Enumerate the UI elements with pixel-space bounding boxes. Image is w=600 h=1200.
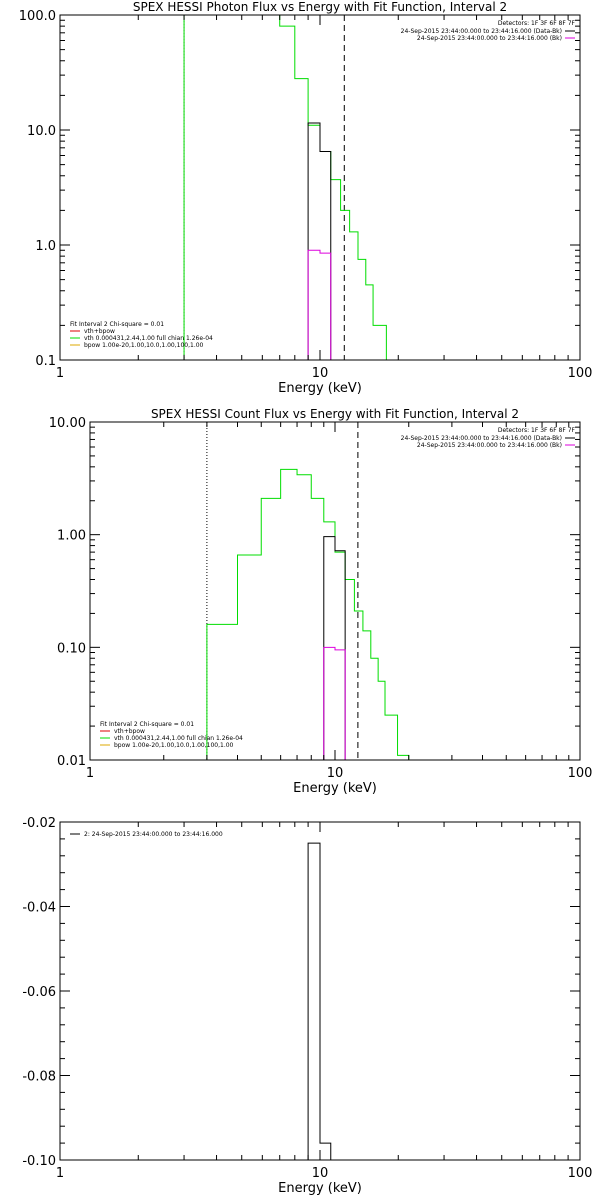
chart-count-legend-right-text-0: 24-Sep-2015 23:44:00.000 to 23:44:16.000…: [401, 435, 562, 442]
chart-count-data: [206, 422, 410, 760]
chart-count-frame: [89, 421, 581, 761]
chart-photon-xlabel: Energy (keV): [278, 381, 362, 396]
chart-count-xtick-label-0: 1: [86, 766, 94, 781]
chart-count-xlabel: Energy (keV): [293, 781, 377, 796]
chart-photon-data: [183, 15, 387, 360]
chart-count-series-total: [323, 536, 346, 760]
chart-photon-legend-right-text-1: 24-Sep-2015 23:44:00.000 to 23:44:16.000…: [417, 35, 562, 42]
chart-count-legend-right-text-1: 24-Sep-2015 23:44:00.000 to 23:44:16.000…: [417, 442, 562, 449]
chart-count-series-vth: [206, 468, 410, 760]
chart-residual-xtick-label-0: 1: [56, 1166, 64, 1181]
chart-count: SPEX HESSI Count Flux vs Energy with Fit…: [49, 407, 593, 796]
chart-photon-xtick-label-0: 1: [56, 366, 64, 381]
chart-residual-ytick-label-4: -0.10: [22, 1154, 56, 1169]
chart-photon-ytick-label-2: 10.0: [27, 124, 56, 139]
chart-count-legend-left-text-2: bpow 1.00e-20,1.00,10.0,1.00,100,1.00: [114, 742, 234, 749]
chart-photon: SPEX HESSI Photon Flux vs Energy with Fi…: [19, 0, 593, 396]
chart-residual-xlabel: Energy (keV): [278, 1181, 362, 1196]
chart-photon-ytick-label-3: 100.0: [19, 9, 56, 24]
chart-count-series-bpow: [323, 646, 346, 760]
chart-count-ytick-label-2: 1.00: [57, 529, 86, 544]
chart-photon-xtick-label-1: 10: [312, 366, 329, 381]
chart-count-legend-right-header: Detectors: 1F 3F 6F 8F 7F: [498, 427, 576, 434]
chart-photon-legend-left-text-1: vth 0.000431,2.44,1.00 full chian 1.26e-…: [84, 335, 213, 342]
chart-residual: 1 10 100 -0.02 -0.04 -0.06 -0.08 -0.10 Energy (k…: [22, 816, 592, 1196]
chart-photon-legend-left-text-2: bpow 1.00e-20,1.00,10.0,1.00,100,1.00: [84, 342, 204, 349]
chart-count-legend-left-header: Fit Interval 2 Chi-square = 0.01: [100, 721, 194, 728]
chart-count-title: SPEX HESSI Count Flux vs Energy with Fit…: [151, 407, 519, 421]
chart-photon-frame: [59, 14, 581, 361]
chart-residual-legend-top-text-0: 2: 24-Sep-2015 23:44:00.000 to 23:44:16.…: [84, 831, 223, 838]
chart-residual-ytick-label-1: -0.04: [22, 901, 56, 916]
chart-count-legend-left-text-1: vth 0.000431,2.44,1.00 full chian 1.26e-…: [114, 735, 243, 742]
chart-photon-legend-left-text-0: vth+bpow: [84, 328, 115, 335]
chart-count-ytick-label-1: 0.10: [57, 641, 86, 656]
chart-photon-legend-left-header: Fit Interval 2 Chi-square = 0.01: [70, 321, 164, 328]
chart-residual-series-residual: [307, 842, 332, 1160]
chart-photon-legend-right-text-0: 24-Sep-2015 23:44:00.000 to 23:44:16.000…: [401, 28, 562, 35]
chart-photon-ytick-label-0: 0.1: [35, 354, 56, 369]
chart-residual-xtick-label-1: 10: [312, 1166, 329, 1181]
chart-residual-ytick-label-0: -0.02: [22, 816, 56, 831]
chart-photon-legend-right-header: Detectors: 1F 3F 6F 8F 7F: [498, 20, 576, 27]
chart-count-xtick-label-1: 10: [327, 766, 344, 781]
chart-residual-xtick-label-2: 100: [568, 1166, 593, 1181]
chart-count-legend-left-text-0: vth+bpow: [114, 728, 145, 735]
chart-photon-series-vth: [183, 15, 387, 360]
chart-count-xtick-label-2: 100: [568, 766, 593, 781]
chart-photon-ytick-label-1: 1.0: [35, 239, 56, 254]
chart-count-ytick-label-3: 10.00: [49, 416, 86, 431]
chart-count-ytick-label-0: 0.01: [57, 754, 86, 769]
chart-residual-ytick-label-3: -0.08: [22, 1070, 56, 1085]
chart-residual-ytick-label-2: -0.06: [22, 985, 56, 1000]
chart-residual-data: [307, 842, 332, 1160]
chart-photon-title: SPEX HESSI Photon Flux vs Energy with Fi…: [133, 0, 507, 14]
chart-photon-series-total: [307, 122, 332, 360]
chart-photon-xtick-label-2: 100: [568, 366, 593, 381]
chart-photon-series-bpow: [307, 249, 332, 360]
